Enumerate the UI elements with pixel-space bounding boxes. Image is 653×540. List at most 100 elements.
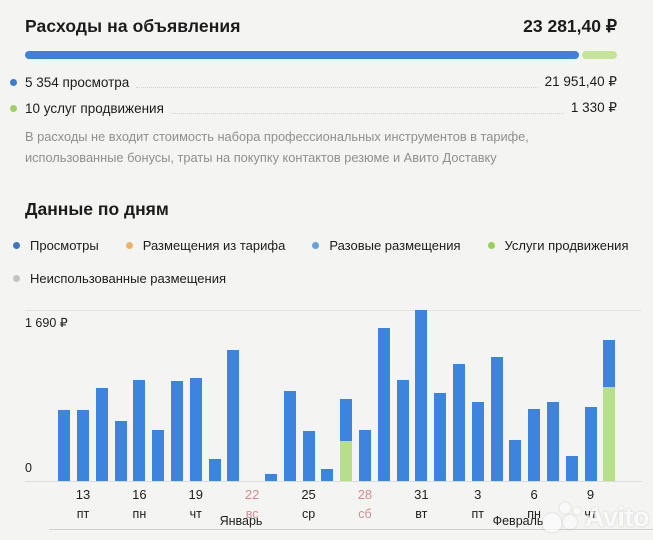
month-axis-line (49, 529, 653, 530)
chart-day-slot (111, 310, 130, 481)
chart-day-slot (224, 310, 243, 481)
views-segment (603, 340, 616, 387)
chart-day-slot (186, 310, 205, 481)
legend-label: Размещения из тарифа (142, 238, 286, 253)
views-segment (58, 410, 71, 481)
day-bar[interactable] (76, 410, 89, 481)
day-bar[interactable] (58, 410, 71, 481)
views-segment (584, 407, 597, 481)
day-bar[interactable] (471, 402, 484, 481)
views-segment (170, 380, 183, 481)
chart-day-slot (55, 310, 74, 481)
views-segment (509, 439, 522, 481)
tick-weekday: сб (358, 507, 372, 521)
legend-dot-icon (13, 242, 20, 249)
chart-day-slot (130, 310, 149, 481)
day-bar[interactable] (189, 377, 202, 481)
day-bar[interactable] (340, 399, 353, 481)
chart-day-slot (356, 310, 375, 481)
x-axis-tick (337, 487, 356, 521)
tick-weekday: вт (415, 507, 428, 521)
day-bar[interactable] (565, 455, 578, 481)
x-axis-tick (92, 487, 111, 521)
views-segment (434, 392, 447, 481)
chart-day-slot (337, 310, 356, 481)
tick-date: 6 (530, 487, 538, 502)
day-bar[interactable] (396, 379, 409, 481)
chart-day-slot (562, 310, 581, 481)
day-bar[interactable] (114, 421, 127, 481)
day-bar[interactable] (584, 407, 597, 481)
month-label: Февраль (492, 514, 544, 528)
y-axis-zero-label: 0 (25, 461, 32, 475)
day-bar[interactable] (302, 431, 315, 481)
section-title-daily: Данные по дням (25, 199, 169, 219)
day-bar[interactable] (415, 310, 428, 481)
day-bar[interactable] (208, 459, 221, 481)
legend-item[interactable]: Разовые размещения (312, 238, 461, 253)
views-segment (76, 410, 89, 481)
chart-day-slot (431, 310, 450, 481)
tick-date: 28 (357, 487, 373, 502)
chart-day-slot (450, 310, 469, 481)
legend-label: Неиспользованные размещения (30, 271, 227, 286)
chart-day-slot (92, 310, 111, 481)
chart-day-slot (525, 310, 544, 481)
day-bar[interactable] (264, 474, 277, 481)
views-segment (208, 459, 221, 481)
x-axis-tick (111, 487, 130, 521)
tick-weekday: пн (527, 507, 541, 521)
x-axis-tick (149, 487, 168, 521)
day-bar[interactable] (434, 392, 447, 481)
tick-date: 9 (586, 487, 595, 502)
views-segment (133, 379, 146, 481)
day-bar[interactable] (170, 380, 183, 481)
views-segment (377, 328, 390, 481)
chart-legend-row-2: Неиспользованные размещения (13, 271, 226, 286)
disclaimer-text: В расходы не входит стоимость набора про… (25, 129, 529, 165)
legend-item[interactable]: Услуги продвижения (487, 238, 628, 253)
legend-item[interactable]: Просмотры (13, 238, 99, 253)
views-segment (546, 402, 559, 481)
day-bar[interactable] (133, 379, 146, 481)
stat-label: 5 354 просмотра (25, 74, 130, 90)
summary-stat-row: 10 услуг продвижения 1 330 ₽ (10, 98, 617, 118)
day-bar[interactable] (95, 387, 108, 481)
legend-dot-icon (13, 275, 20, 282)
day-bar[interactable] (546, 402, 559, 481)
day-bar[interactable] (283, 390, 296, 481)
x-axis-tick: 31 вт (412, 487, 431, 521)
day-bar[interactable] (227, 350, 240, 481)
chart-baseline (25, 481, 642, 482)
legend-item[interactable]: Неиспользованные размещения (13, 271, 226, 286)
x-axis-tick (544, 487, 563, 521)
tick-date: 16 (132, 487, 147, 502)
stat-value: 21 951,40 ₽ (544, 74, 617, 89)
day-bar[interactable] (452, 363, 465, 481)
legend-dot-icon (487, 242, 495, 249)
stat-value: 1 330 ₽ (570, 100, 617, 115)
day-bar[interactable] (321, 468, 334, 481)
day-bar[interactable] (603, 340, 616, 481)
x-axis-tick (55, 487, 74, 521)
promotions-segment (603, 386, 616, 481)
legend-item[interactable]: Размещения из тарифа (125, 238, 286, 253)
x-axis-tick: 3 пт (468, 487, 487, 521)
summary-header: Расходы на объявления 23 281,40 ₽ (25, 16, 617, 37)
day-bar[interactable] (490, 356, 503, 481)
chart-day-slot (544, 310, 563, 481)
month-label: Январь (219, 514, 263, 528)
day-bar[interactable] (528, 409, 541, 481)
total-amount: 23 281,40 ₽ (523, 16, 617, 36)
views-segment (321, 468, 334, 481)
views-segment (114, 421, 127, 481)
day-bar[interactable] (377, 328, 390, 481)
day-bar[interactable] (358, 430, 371, 481)
chart-legend-row-1: Просмотры Размещения из тарифа Разовые раз… (13, 238, 628, 253)
day-bar[interactable] (152, 430, 165, 481)
chart-day-slot (468, 310, 487, 481)
stat-dot-icon (10, 78, 17, 86)
day-bar[interactable] (509, 439, 522, 481)
progress-promotions-segment (582, 51, 617, 59)
